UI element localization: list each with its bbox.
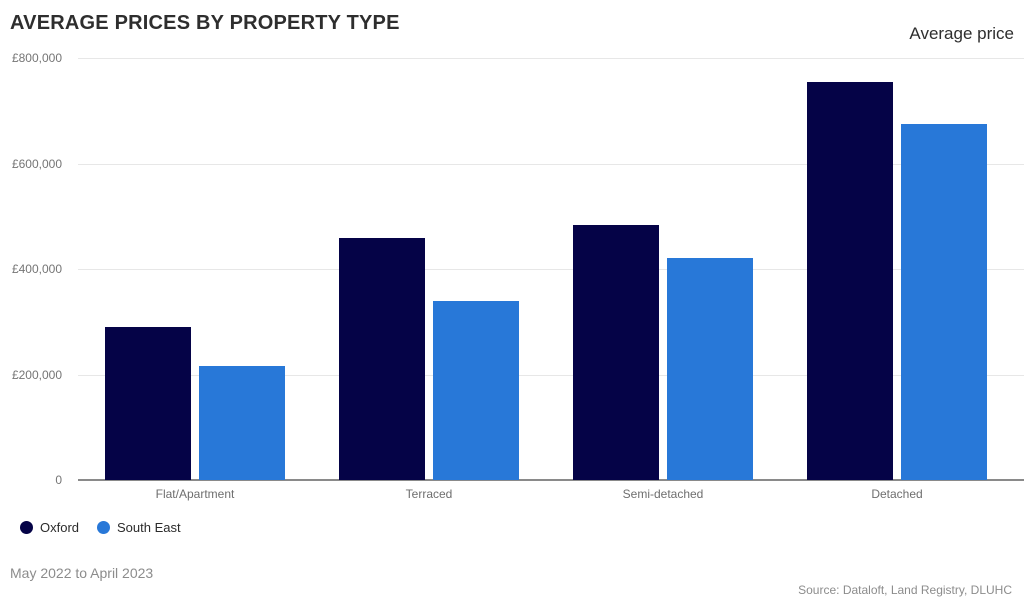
y-axis-tick-label: 0 <box>55 473 62 487</box>
legend-label: South East <box>117 520 181 535</box>
legend: Oxford South East <box>20 520 181 535</box>
bar-south-east-flat-apartment <box>199 366 285 480</box>
legend-label: Oxford <box>40 520 80 535</box>
gridline <box>78 375 1024 376</box>
x-axis-category-label: Semi-detached <box>622 487 704 501</box>
x-axis-line <box>78 479 1024 481</box>
y-axis-tick-label: £600,000 <box>11 157 62 171</box>
bar-oxford-flat-apartment <box>105 327 191 480</box>
bar-oxford-detached <box>807 82 893 480</box>
date-range-label: May 2022 to April 2023 <box>10 565 154 581</box>
x-axis-category-label: Terraced <box>405 487 453 501</box>
x-axis-category-label: Flat/Apartment <box>155 487 235 501</box>
legend-item-south-east: South East <box>97 520 181 535</box>
bar-south-east-terraced <box>433 301 519 480</box>
gridline <box>78 164 1024 165</box>
legend-swatch-south-east <box>97 521 111 534</box>
bar-south-east-detached <box>901 124 987 480</box>
bar-oxford-terraced <box>339 238 425 480</box>
bar-south-east-semi-detached <box>667 258 753 480</box>
y-axis-tick-label: £400,000 <box>11 262 62 276</box>
bar-oxford-semi-detached <box>573 225 659 480</box>
right-axis-title: Average price <box>909 24 1014 43</box>
gridline <box>78 58 1024 59</box>
chart-title: AVERAGE PRICES BY PROPERTY TYPE <box>10 12 400 34</box>
gridline <box>78 269 1024 270</box>
y-axis-tick-label: £200,000 <box>11 368 62 382</box>
legend-swatch-oxford <box>20 521 33 534</box>
x-axis-category-label: Detached <box>871 487 923 501</box>
source-label: Source: Dataloft, Land Registry, DLUHC <box>798 583 1012 597</box>
legend-item-oxford: Oxford <box>20 520 79 535</box>
y-axis-tick-label: £800,000 <box>11 51 62 65</box>
